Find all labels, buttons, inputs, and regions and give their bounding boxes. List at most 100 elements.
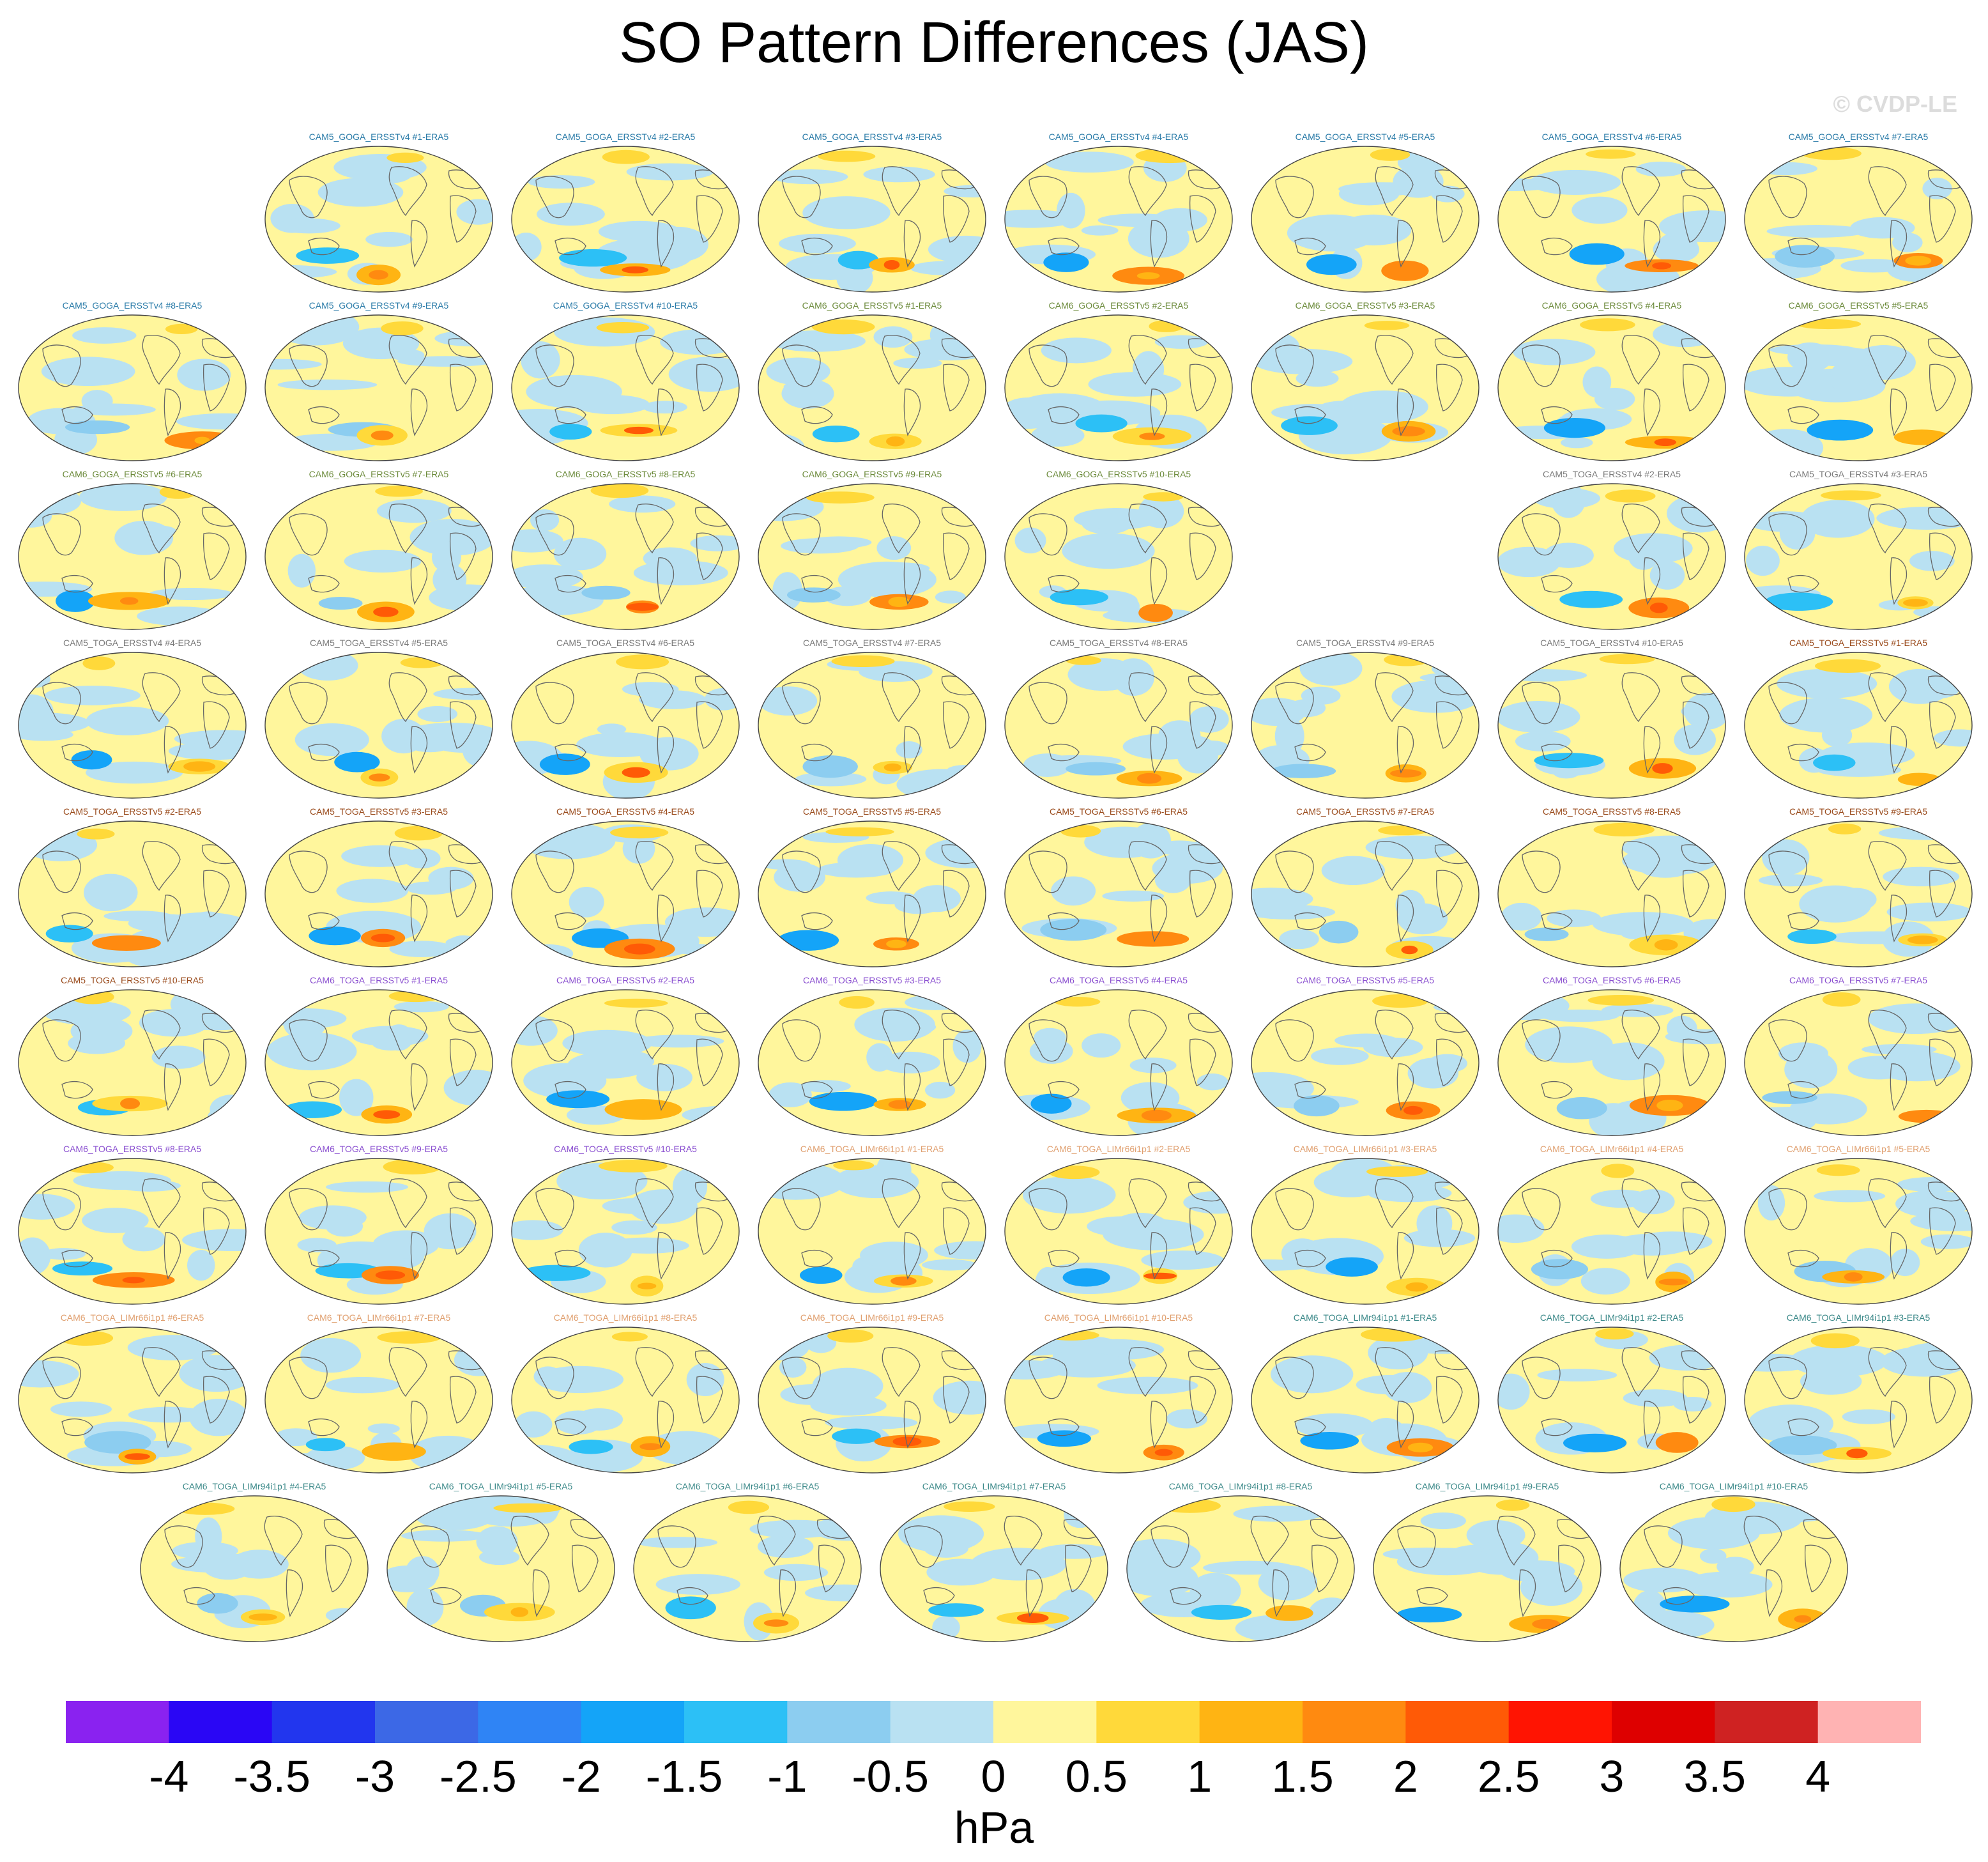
map-panel-label: CAM6_TOGA_LIMr66i1p1 #5-ERA5 <box>1786 1144 1931 1154</box>
coastline <box>942 532 970 580</box>
coastline <box>1522 1019 1561 1062</box>
map-panel-label: CAM6_TOGA_ERSSTv5 #2-ERA5 <box>556 975 695 985</box>
global-map <box>1373 1495 1602 1642</box>
coastline <box>203 1207 230 1255</box>
coastline <box>677 1587 708 1605</box>
negative-anomaly-patch <box>82 1208 149 1233</box>
coastline <box>410 389 428 436</box>
negative-anomaly-patch <box>300 1337 362 1373</box>
coastline <box>1375 166 1414 217</box>
map-panel-label: CAM5_TOGA_ERSSTv4 #4-ERA5 <box>63 638 202 648</box>
global-map <box>511 989 740 1136</box>
coastline <box>1929 1038 1956 1086</box>
map-panel: CAM5_TOGA_ERSSTv5 #8-ERA5 <box>1490 806 1733 971</box>
coastline <box>1621 1010 1660 1060</box>
positive-anomaly-peak <box>883 259 900 270</box>
map-panel: CAM6_GOGA_ERSSTv5 #8-ERA5 <box>504 468 747 633</box>
coastline <box>1804 1544 1831 1592</box>
map-outline <box>1004 146 1233 293</box>
negative-anomaly-patch <box>1308 1597 1354 1633</box>
map-panel: CAM6_TOGA_LIMr94i1p1 #10-ERA5 <box>1612 1481 1855 1645</box>
map-panel-label: CAM6_TOGA_LIMr94i1p1 #2-ERA5 <box>1540 1312 1684 1323</box>
coastline <box>1396 895 1414 943</box>
colorbar-swatch <box>1405 1701 1510 1743</box>
negative-anomaly-patch <box>686 1363 724 1396</box>
coastline <box>388 166 427 217</box>
map-panel-label: CAM6_TOGA_LIMr66i1p1 #9-ERA5 <box>800 1312 944 1323</box>
coastline <box>164 1063 181 1111</box>
coastline <box>1890 1232 1908 1280</box>
coastline <box>449 364 477 412</box>
global-map <box>1497 989 1726 1136</box>
coastline <box>1128 1347 1167 1397</box>
negative-anomaly-core <box>928 1603 984 1617</box>
global-map <box>18 483 247 630</box>
map-panel: CAM6_TOGA_LIMr94i1p1 #8-ERA5 <box>1119 1481 1362 1645</box>
map-panel-label: CAM6_TOGA_LIMr94i1p1 #5-ERA5 <box>429 1481 573 1491</box>
negative-anomaly-patch <box>265 436 297 449</box>
negative-anomaly-patch <box>1203 1560 1295 1575</box>
negative-anomaly-patch <box>1403 1229 1476 1247</box>
coastline <box>657 1232 675 1280</box>
map-panel-label: CAM5_TOGA_ERSSTv5 #4-ERA5 <box>556 806 695 817</box>
positive-anomaly-peak <box>886 436 905 447</box>
map-panel: CAM6_GOGA_ERSSTv5 #1-ERA5 <box>751 300 993 465</box>
map-outline <box>18 314 247 461</box>
coastline <box>1621 1178 1660 1229</box>
negative-anomaly-patch <box>1916 680 1960 699</box>
negative-anomaly-patch <box>81 390 113 413</box>
coastline <box>410 557 428 605</box>
coastline <box>882 166 921 217</box>
arctic-positive-anomaly <box>1828 823 1862 835</box>
coastline <box>942 701 970 749</box>
coastline <box>1396 1063 1414 1111</box>
negative-anomaly-patch <box>1189 1573 1241 1610</box>
negative-anomaly-patch <box>1102 890 1165 902</box>
coastline <box>942 195 970 243</box>
coastline <box>1682 195 1709 243</box>
coastline <box>801 1249 833 1268</box>
coastline <box>1868 1347 1907 1397</box>
map-outline <box>1497 652 1726 799</box>
negative-anomaly-patch <box>1673 1397 1712 1412</box>
coastline <box>1435 701 1463 749</box>
negative-anomaly-patch <box>1529 169 1621 196</box>
negative-anomaly-core <box>1768 1435 1837 1456</box>
coastline <box>882 1347 921 1397</box>
coastline <box>1890 220 1908 268</box>
negative-anomaly-patch <box>597 723 627 735</box>
negative-anomaly-patch <box>1365 835 1461 859</box>
chart-title: SO Pattern Differences (JAS) <box>619 11 1369 75</box>
map-panel-label: CAM5_GOGA_ERSSTv4 #6-ERA5 <box>1541 132 1682 142</box>
coastline <box>1522 850 1561 893</box>
coastline <box>1025 1569 1043 1617</box>
negative-anomaly-patch <box>1681 704 1722 719</box>
coastline <box>696 1207 723 1255</box>
coastline <box>942 364 970 412</box>
coastline <box>782 176 821 219</box>
map-panel: CAM5_GOGA_ERSSTv4 #8-ERA5 <box>11 300 254 465</box>
negative-anomaly-core <box>1556 1096 1607 1120</box>
arctic-positive-anomaly <box>1814 659 1881 673</box>
coastline <box>696 701 723 749</box>
coastline <box>696 532 723 580</box>
negative-anomaly-core <box>1294 1095 1340 1117</box>
negative-anomaly-core <box>581 585 631 600</box>
negative-anomaly-patch <box>1251 697 1306 726</box>
coastline <box>1768 1357 1807 1399</box>
negative-anomaly-patch <box>1909 551 1955 571</box>
negative-anomaly-patch <box>265 358 322 370</box>
negative-anomaly-patch <box>1649 560 1685 590</box>
global-map <box>264 989 493 1136</box>
negative-anomaly-patch <box>1396 1548 1497 1576</box>
positive-anomaly-peak <box>626 603 659 611</box>
map-outline <box>1619 1495 1848 1642</box>
positive-anomaly-peak <box>183 761 216 772</box>
negative-anomaly-core <box>56 590 95 612</box>
arctic-positive-anomaly <box>1159 1498 1221 1513</box>
coastline <box>1272 1569 1290 1617</box>
map-outline <box>1251 314 1480 461</box>
negative-anomaly-core <box>665 1596 716 1620</box>
map-outline <box>758 146 986 293</box>
map-outline <box>1004 483 1233 630</box>
